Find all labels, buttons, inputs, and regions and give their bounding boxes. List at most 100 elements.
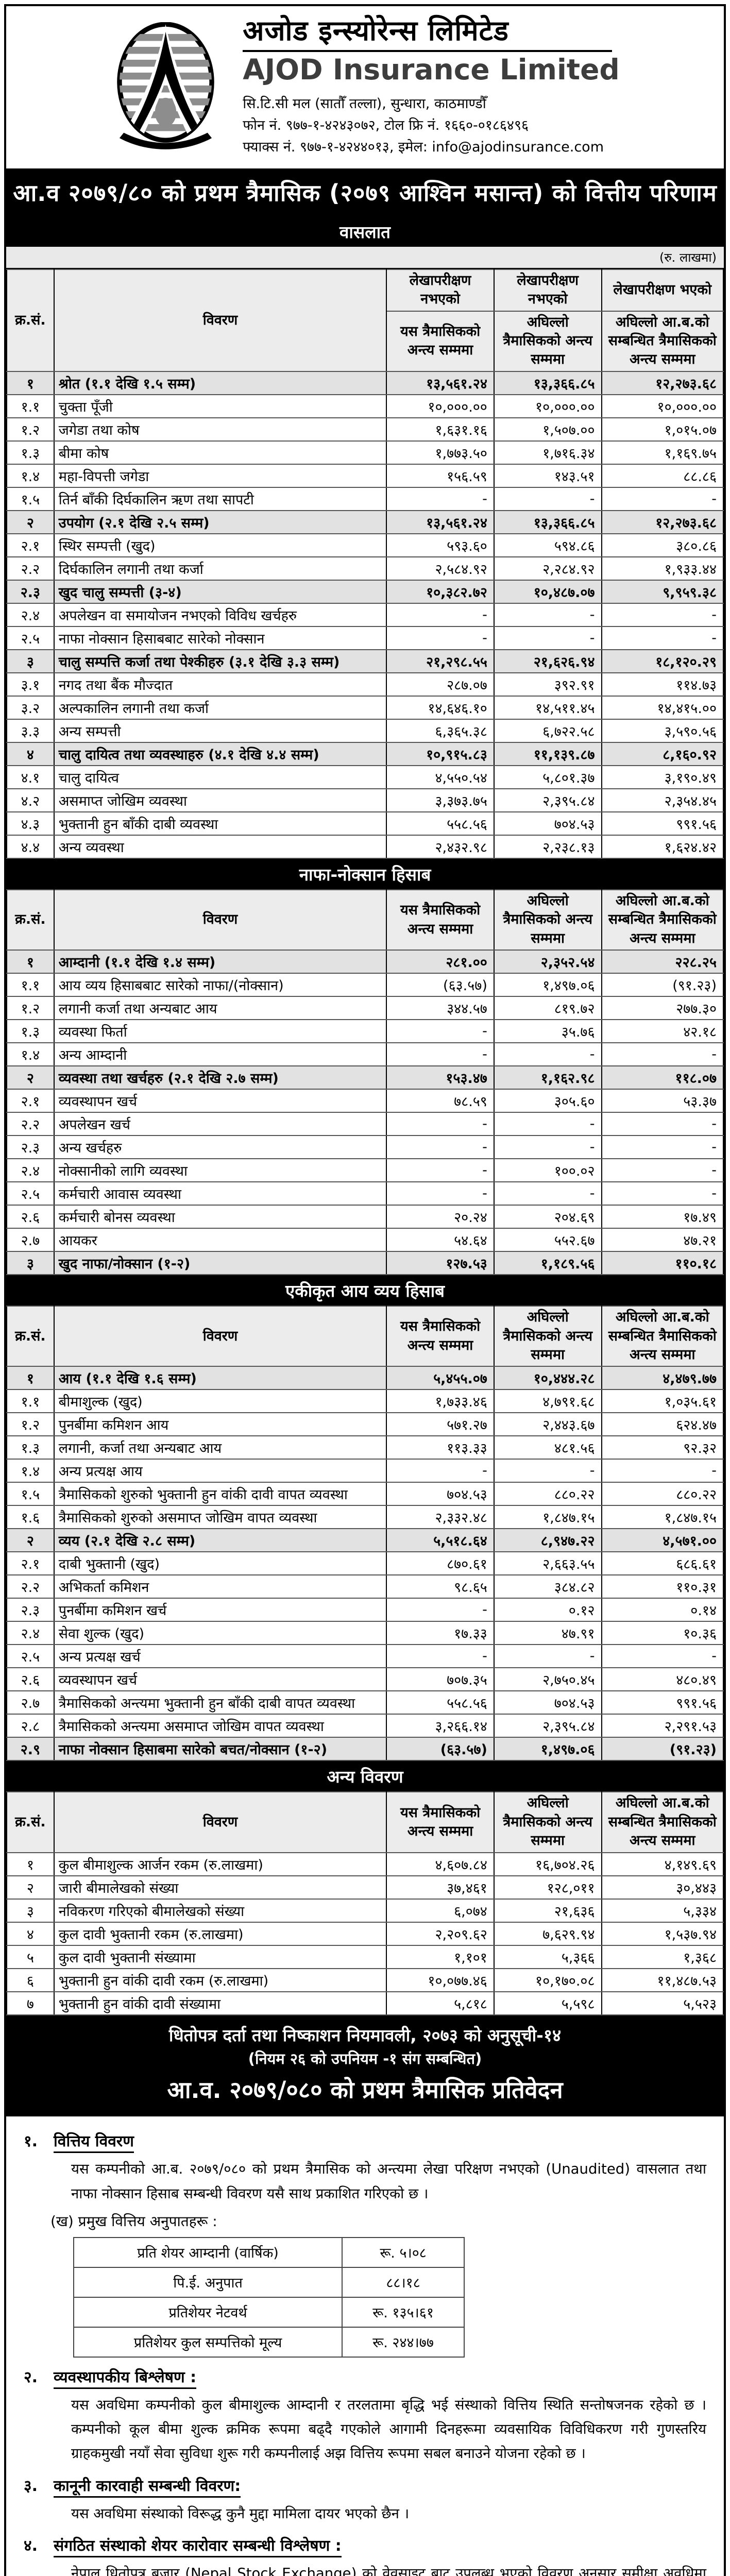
row-value: ५९४.८६ — [493, 533, 602, 557]
row-value: - — [601, 1644, 724, 1669]
regulation-line2: (नियम २६ को उपनियम -१ संग सम्बन्धित) — [248, 2050, 482, 2068]
row-value: १,१८९.५६ — [493, 1251, 602, 1276]
row-value: ११,१३९.८७ — [493, 741, 602, 766]
row-value: ३,१९०.४९ — [601, 765, 724, 789]
table-row: ४.१ चालु दायित्व ४,५५०.५४ ५,८०१.३७ ३,१९०.४९ — [6, 765, 724, 789]
row-value: १,७१६.३४ — [493, 440, 602, 465]
table-row: १.४ अन्य प्रत्यक्ष आय - - - — [6, 1459, 724, 1483]
row-sn: २.१ — [6, 1089, 55, 1113]
table-header-row: क्र.सं. विवरण यस त्रैमासिकको अन्त्य सम्ममा… — [6, 889, 724, 951]
header-prev-fy-quarter: अघिल्लो आ.ब.को सम्बन्धित त्रैमासिकको अन्… — [601, 1791, 724, 1853]
table-row: ३ नविकरण गरिएको बीमालेखको संख्या ६,०७४ २१,६… — [6, 1898, 724, 1923]
header-prev-fy-quarter: अघिल्लो आ.ब.को सम्बन्धित त्रैमासिकको अन्… — [601, 310, 724, 372]
table-row: २.९ नाफा नोक्सान हिसाबमा सारेको बचत/नोक्स… — [6, 1737, 724, 1761]
row-label: चालु दायित्व तथा व्यवस्थाहरु (४.१ देखि ४… — [53, 741, 387, 766]
row-sn: २.२ — [6, 1112, 55, 1137]
row-value: २,६६३.५५ — [493, 1551, 602, 1576]
row-label: व्यवस्था फिर्ता — [53, 1019, 387, 1044]
row-value: ६८६.६१ — [601, 1551, 724, 1576]
section-title: वित्तिय विवरण — [54, 2130, 134, 2154]
row-value: १०,०००.०० — [601, 394, 724, 418]
ratio-row: प्रति शेयर आम्दानी (वार्षिक) रू. ५।०८ — [73, 2236, 465, 2268]
row-value: १०.३६ — [601, 1621, 724, 1646]
row-value: ४,१४९.६९ — [601, 1852, 724, 1876]
row-sn: २ — [6, 510, 55, 534]
table-row: १.५ तिर्न बाँकी दिर्घकालिन ऋण तथा सापटी - -… — [6, 486, 724, 511]
row-sn: १.६ — [6, 1505, 55, 1530]
row-value: १३,५६१.२४ — [386, 370, 495, 395]
row-label: कर्मचारी बोनस व्यवस्था — [53, 1205, 387, 1229]
row-label: दाबी भुक्तानी (खुद) — [53, 1551, 387, 1576]
ratio-value: रू. २४४।७७ — [342, 2326, 465, 2358]
row-value: - — [386, 1019, 495, 1044]
row-label: चालु सम्पत्ति कर्जा तथा पेश्कीहरु (३.१ द… — [53, 649, 387, 673]
table-row: २ जारी बीमालेखको संख्या ३७,४६१ १२८,०११ ३०,४४… — [6, 1875, 724, 1900]
row-value: (६३.५७) — [386, 1737, 495, 1761]
row-label: त्रैमासिकको अन्त्यमा असमाप्त जोखिम वापत … — [53, 1714, 387, 1738]
table-row: १.५ त्रैमासिकको शुरुको भुक्तानी हुन वांकी… — [6, 1482, 724, 1506]
header-this-quarter: यस त्रैमासिकको अन्त्य सम्ममा — [386, 1306, 495, 1367]
row-label: व्यवस्था तथा खर्चहरु (२.१ देखि २.७ सम्म) — [53, 1065, 387, 1090]
row-value: - — [386, 1459, 495, 1483]
table-row: २.६ व्यवस्थापन खर्च ७०७.३५ २,७५०.४५ ४८०.४९ — [6, 1667, 724, 1692]
table-row: १.२ पुनर्बीमा कमिशन आय ५७१.२७ २,४४३.६७ ६२४.४… — [6, 1412, 724, 1437]
row-value: ४,५५०.५४ — [386, 765, 495, 789]
table-row: २.४ अपलेखन वा समायोजन नभएको विविध खर्चहरु… — [6, 602, 724, 627]
row-sn: ३.१ — [6, 672, 55, 697]
row-sn: २.८ — [6, 1714, 55, 1738]
row-value: - — [601, 1135, 724, 1160]
row-value: - — [601, 602, 724, 627]
header-sn: क्र.सं. — [6, 1791, 55, 1853]
section-3: ३. कानूनी कारवाही सम्बन्धी विवरण: यस अवधिम… — [24, 2475, 706, 2526]
row-sn: ४ — [6, 741, 55, 766]
row-value: ४,६०७.८४ — [386, 1852, 495, 1876]
row-value: १०,०००.०० — [386, 394, 495, 418]
row-value: ०.१२ — [493, 1598, 602, 1622]
row-value: ५७१.२७ — [386, 1412, 495, 1437]
row-value: १०,९१५.८३ — [386, 741, 495, 766]
row-value: - — [601, 1181, 724, 1206]
row-value: १,८४७.१५ — [601, 1505, 724, 1530]
row-value: ४,७९१.६८ — [493, 1389, 602, 1414]
table-row: २.७ आयकर ५४.६४ ५५२.६७ ४७.२१ — [6, 1228, 724, 1252]
row-value: १०,४८७.०७ — [493, 579, 602, 604]
row-value: ५५८.५६ — [386, 811, 495, 836]
row-label: व्यय (२.१ देखि २.८ सम्म) — [53, 1528, 387, 1553]
row-sn: २.९ — [6, 1737, 55, 1761]
row-value: १२८,०११ — [493, 1875, 602, 1900]
row-value: (६३.५७) — [386, 973, 495, 997]
row-value: १७.४९ — [601, 1205, 724, 1229]
row-value: ७०४.५३ — [493, 811, 602, 836]
table-row: १.१ आय व्यय हिसाबबाट सारेको नाफा/(नोक्सान… — [6, 973, 724, 997]
row-value: १,५३७.९४ — [601, 1921, 724, 1946]
table-row: १ कुल बीमाशुल्क आर्जन रकम (रु.लाखमा) ४,६०७… — [6, 1852, 724, 1876]
table-row: २.२ अभिकर्ता कमिशन ९८.६५ ३८४.८२ ११०.३१ — [6, 1574, 724, 1599]
row-sn: १.५ — [6, 486, 55, 511]
row-label: व्यवस्थापन खर्च — [53, 1667, 387, 1692]
row-label: कुल बीमाशुल्क आर्जन रकम (रु.लाखमा) — [53, 1852, 387, 1876]
row-label: दिर्घकालिन लगानी तथा कर्जा — [53, 556, 387, 581]
row-label: अन्य व्यवस्था — [53, 834, 387, 859]
row-sn: १ — [6, 1366, 55, 1391]
row-label: अन्य आम्दानी — [53, 1042, 387, 1067]
row-value: ४,४७९.७७ — [601, 1366, 724, 1391]
row-value: ५५२.६७ — [493, 1228, 602, 1252]
row-sn: १.१ — [6, 1389, 55, 1414]
table-row: १.२ लगानी कर्जा तथा अन्यबाट आय ३४४.५७ ८१९.७… — [6, 996, 724, 1021]
table-row: २ व्यय (२.१ देखि २.८ सम्म) ५,५१८.६४ ८,९४७.२… — [6, 1528, 724, 1553]
ratio-row: प्रतिशेयर नेटवर्थ रू. १३५।६१ — [73, 2296, 465, 2328]
row-value: १४,४१५.०० — [601, 695, 724, 720]
row-value: १०,०००.०० — [493, 394, 602, 418]
letterhead-text: अजोड इन्स्योरेन्स लिमिटेड AJOD Insurance… — [243, 15, 620, 158]
row-value: ६,३६५.३८ — [386, 718, 495, 743]
row-value: २२८.२५ — [601, 950, 724, 974]
row-label: बीमाशुल्क (खुद) — [53, 1389, 387, 1414]
ratio-value: रू. ५।०८ — [342, 2236, 465, 2268]
row-value: ५,५९८ — [493, 1991, 602, 2015]
row-sn: २.१ — [6, 533, 55, 557]
row-value: ७०४.५३ — [386, 1482, 495, 1506]
table-row: २.१ स्थिर सम्पत्ती (खुद) ५९३.६० ५९४.८६ ३८०.८… — [6, 533, 724, 557]
row-value: १३,३६६.८५ — [493, 510, 602, 534]
row-value: १२,२७३.६८ — [601, 370, 724, 395]
